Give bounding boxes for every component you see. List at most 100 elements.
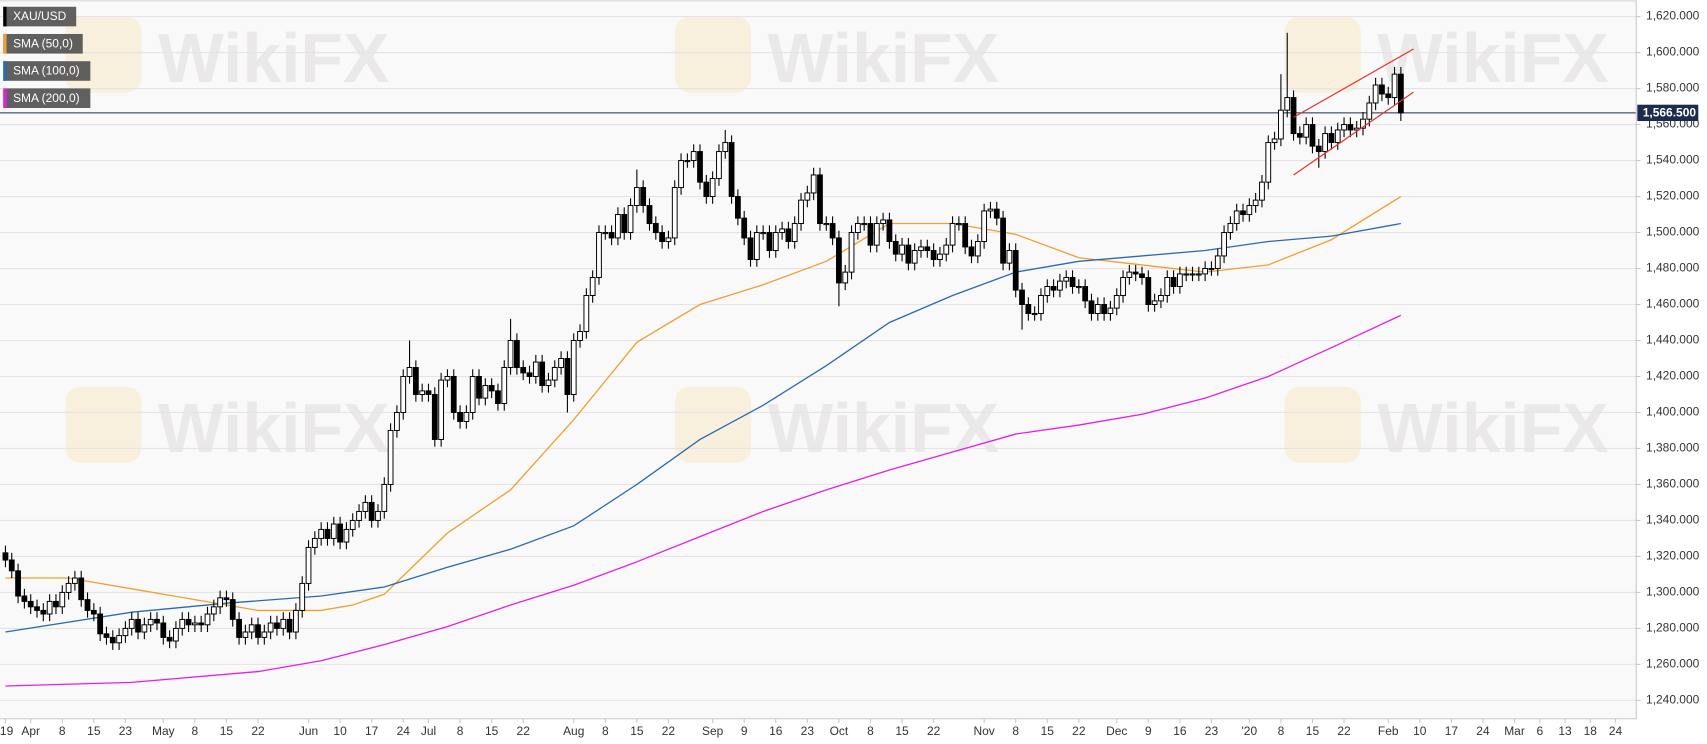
candle-body (261, 631, 268, 638)
candle-body (311, 537, 318, 548)
candle-body (1208, 268, 1215, 271)
x-tick-label: 15 (220, 724, 234, 738)
x-tick-label: 24 (397, 724, 411, 738)
candle-body (1088, 300, 1095, 314)
x-tick-label: 22 (517, 724, 531, 738)
candle-body (488, 384, 495, 392)
candle-body (615, 214, 621, 239)
candle-body (280, 618, 287, 629)
candle-body (1252, 199, 1259, 207)
candle-body (444, 375, 451, 381)
x-tick-label: Jul (421, 724, 436, 738)
candle-body (709, 178, 716, 198)
x-tick-label: Aug (563, 724, 584, 738)
candle-body (1202, 268, 1209, 275)
candle-body (476, 375, 482, 399)
candle-body (1176, 273, 1183, 288)
candle-body (1227, 223, 1234, 234)
candle-body (741, 217, 748, 239)
candle-body (394, 411, 400, 431)
candle-body (463, 411, 470, 422)
candle-body (627, 205, 634, 234)
watermark-icon (1284, 386, 1361, 463)
candle-body (526, 372, 533, 377)
candle-body (1397, 73, 1404, 114)
x-tick-label: 15 (1041, 724, 1055, 738)
candle-body (65, 582, 72, 593)
candle-body (412, 366, 419, 395)
candle-body (1391, 73, 1398, 99)
candle-body (1000, 217, 1006, 264)
x-tick-label: 6 (1536, 724, 1543, 738)
candle-body (1139, 273, 1145, 279)
candle-body (1019, 289, 1025, 305)
x-tick-label: 9 (1145, 724, 1152, 738)
candle-body (84, 599, 91, 611)
candle-body (678, 160, 684, 189)
x-tick-label: 17 (365, 724, 379, 738)
candle-body (229, 599, 236, 620)
x-tick-label: 15 (87, 724, 101, 738)
candle-body (760, 232, 767, 235)
candle-body (135, 618, 141, 633)
candle-body (829, 223, 836, 239)
candle-body (255, 624, 261, 638)
legend-label: XAU/USD (13, 9, 67, 23)
legend-swatch (3, 61, 7, 81)
x-tick-label: 8 (59, 724, 66, 738)
candle-body (987, 208, 994, 212)
x-tick-label: 9 (741, 724, 748, 738)
candle-body (46, 600, 53, 615)
candle-body (362, 501, 369, 512)
y-tick-label: 1,420.000 (1646, 369, 1700, 383)
candle-body (804, 192, 811, 201)
candle-body (1126, 271, 1133, 279)
y-tick-label: 1,360.000 (1646, 477, 1700, 491)
candle-body (185, 618, 192, 626)
candle-body (905, 244, 912, 264)
candle-body (532, 361, 539, 377)
legend-box (3, 33, 83, 54)
candle-body (1038, 295, 1044, 314)
x-tick-label: '20 (1242, 724, 1258, 738)
candle-body (1025, 304, 1032, 314)
x-tick-label: 10 (333, 724, 347, 738)
candle-body (27, 600, 34, 608)
candle-body (570, 340, 577, 395)
x-tick-label: Jun (299, 724, 318, 738)
candle-body (431, 393, 438, 440)
legend-label: SMA (50,0) (13, 36, 73, 50)
candle-body (1132, 271, 1139, 275)
candle-body (501, 366, 508, 404)
candle-body (880, 219, 886, 225)
candle-body (608, 232, 615, 239)
candle-body (842, 271, 849, 284)
x-tick-label: 8 (867, 724, 874, 738)
candle-body (1221, 232, 1227, 257)
candle-body (577, 331, 583, 341)
x-tick-label: Feb (1378, 724, 1399, 738)
candle-body (1366, 102, 1373, 120)
candle-body (349, 519, 356, 530)
y-tick-label: 1,240.000 (1646, 693, 1700, 707)
candle-body (1183, 273, 1190, 276)
x-tick-label: 15 (485, 724, 499, 738)
candle-body (375, 510, 381, 521)
candle-body (564, 358, 571, 395)
candle-body (1309, 124, 1316, 147)
x-tick-label: Dec (1106, 724, 1127, 738)
candle-body (40, 609, 47, 615)
candle-body (937, 253, 943, 261)
candle-body (299, 582, 306, 611)
candle-body (236, 618, 242, 638)
candle-body (1278, 109, 1284, 140)
candle-body (141, 624, 148, 633)
candle-body (1385, 93, 1392, 99)
candle-body (924, 246, 931, 252)
x-tick-label: 15 (1306, 724, 1320, 738)
candle-body (469, 375, 476, 413)
candle-body (305, 546, 312, 584)
x-tick-label: 8 (1278, 724, 1285, 738)
